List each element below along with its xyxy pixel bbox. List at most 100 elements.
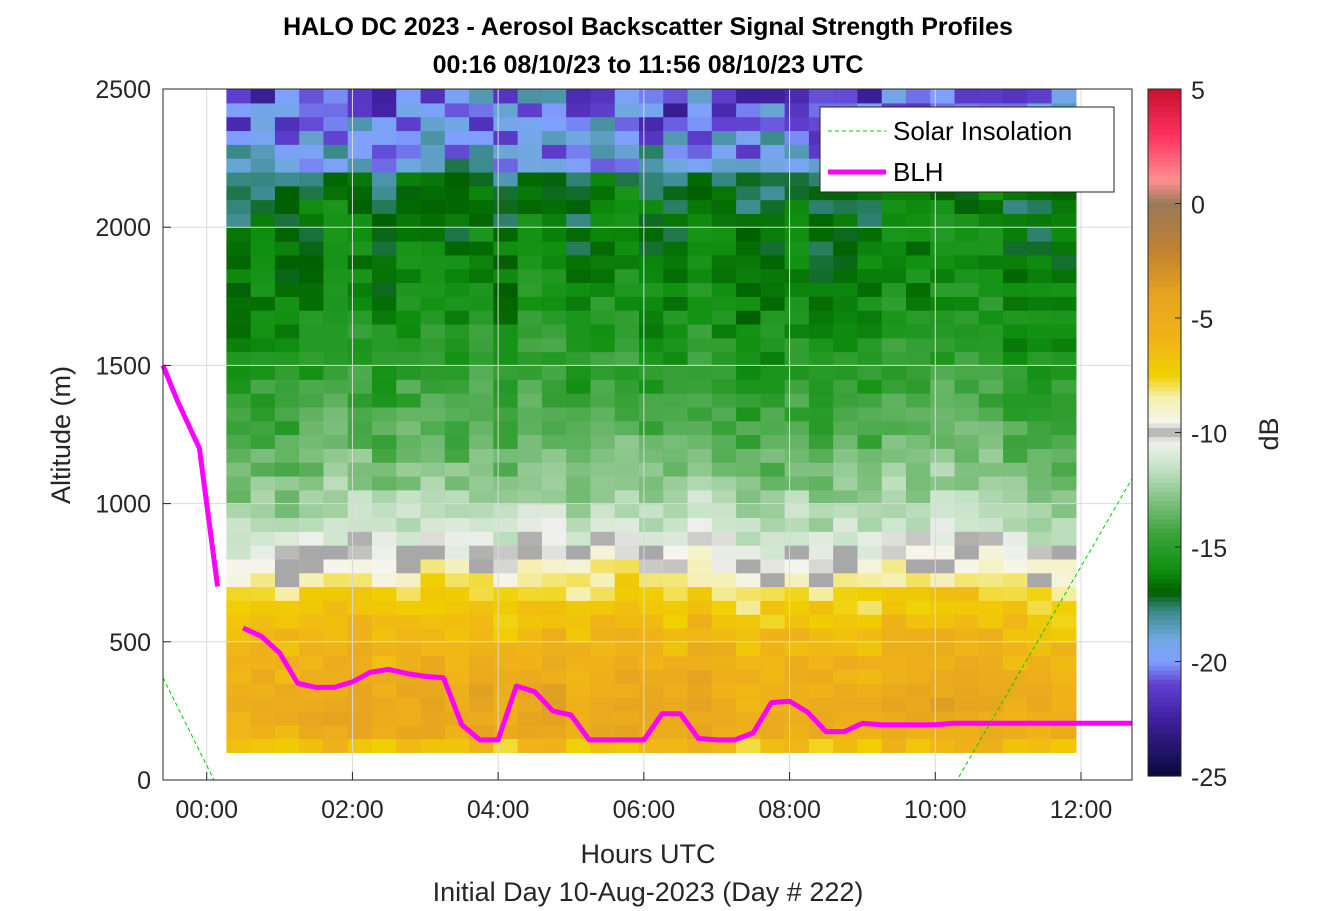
heatmap-cell xyxy=(784,475,810,491)
heatmap-cell xyxy=(517,600,543,615)
heatmap-cell xyxy=(274,627,300,643)
heatmap-cell xyxy=(493,296,519,311)
heatmap-cell xyxy=(590,241,616,256)
heatmap-cell xyxy=(299,393,325,408)
heatmap-cell xyxy=(857,89,883,104)
heatmap-cell xyxy=(663,296,689,311)
heatmap-cell xyxy=(978,697,1004,712)
heatmap-cell xyxy=(299,475,325,491)
heatmap-cell xyxy=(687,434,713,449)
heatmap-cell xyxy=(347,448,373,463)
heatmap-cell xyxy=(614,268,640,284)
heatmap-cell xyxy=(784,655,810,671)
heatmap-cell xyxy=(541,282,567,297)
heatmap-cell xyxy=(541,448,567,463)
heatmap-cell xyxy=(566,586,592,601)
colorbar-segment xyxy=(1148,643,1181,649)
heatmap-cell xyxy=(372,462,397,477)
heatmap-cell xyxy=(614,697,640,712)
heatmap-cell xyxy=(493,102,519,118)
heatmap-cell xyxy=(930,600,956,615)
heatmap-cell xyxy=(954,420,980,436)
heatmap-cell xyxy=(493,655,519,671)
heatmap-cell xyxy=(760,586,786,601)
heatmap-cell xyxy=(639,697,664,712)
heatmap-cell xyxy=(323,171,349,187)
colorbar-segment xyxy=(1148,418,1181,424)
heatmap-cell xyxy=(590,586,616,601)
heatmap-cell xyxy=(420,420,446,436)
heatmap-cell xyxy=(444,572,470,588)
heatmap-cell xyxy=(784,89,810,104)
colorbar-segment xyxy=(1148,547,1181,553)
heatmap-cell xyxy=(954,448,980,463)
colorbar-segment xyxy=(1148,501,1181,507)
heatmap-cell xyxy=(808,365,834,380)
heatmap-cell xyxy=(833,531,859,546)
heatmap-cell xyxy=(517,406,543,422)
heatmap-cell xyxy=(906,517,931,532)
heatmap-cell xyxy=(590,710,616,726)
colorbar-segment xyxy=(1148,459,1181,466)
heatmap-cell xyxy=(323,406,349,422)
heatmap-cell xyxy=(736,227,761,242)
heatmap-cell xyxy=(954,627,980,643)
heatmap-cell xyxy=(833,448,859,463)
heatmap-cell xyxy=(274,448,300,463)
heatmap-cell xyxy=(760,158,786,173)
heatmap-cell xyxy=(323,102,349,118)
heatmap-cell xyxy=(857,655,883,671)
heatmap-cell xyxy=(517,116,543,132)
heatmap-cell xyxy=(493,420,519,436)
heatmap-cell xyxy=(711,254,737,270)
heatmap-cell xyxy=(614,323,640,339)
heatmap-cell xyxy=(639,213,664,228)
colorbar-segment xyxy=(1148,208,1181,214)
heatmap-cell xyxy=(736,697,761,712)
heatmap-cell xyxy=(736,710,761,726)
heatmap-cell xyxy=(1051,365,1077,380)
heatmap-cell xyxy=(614,296,640,311)
heatmap-cell xyxy=(808,489,834,505)
heatmap-cell xyxy=(299,627,325,643)
colorbar-segment xyxy=(1148,107,1181,113)
heatmap-cell xyxy=(833,738,859,753)
heatmap-cell xyxy=(663,462,689,477)
heatmap-cell xyxy=(420,683,446,698)
heatmap-cell xyxy=(347,323,373,339)
heatmap-cell xyxy=(1051,323,1077,339)
heatmap-cell xyxy=(930,545,956,560)
heatmap-cell xyxy=(1003,697,1028,712)
heatmap-cell xyxy=(566,572,592,588)
colorbar-segment xyxy=(1148,226,1181,232)
heatmap-cell xyxy=(226,296,252,311)
colorbar-segment xyxy=(1148,258,1181,264)
heatmap-cell xyxy=(687,379,713,394)
heatmap-cell xyxy=(1051,254,1077,270)
colorbar-segment xyxy=(1148,771,1181,777)
heatmap-cell xyxy=(760,144,786,159)
heatmap-cell xyxy=(299,614,325,629)
heatmap-cell xyxy=(954,462,980,477)
heatmap-cell xyxy=(566,89,592,104)
heatmap-cell xyxy=(420,130,446,145)
heatmap-cell xyxy=(881,199,907,214)
heatmap-cell xyxy=(396,475,422,491)
heatmap-cell xyxy=(396,89,422,104)
heatmap-cell xyxy=(711,213,737,228)
heatmap-cell xyxy=(954,600,980,615)
heatmap-cell xyxy=(808,89,834,104)
heatmap-cell xyxy=(833,323,859,339)
heatmap-cell xyxy=(590,683,616,698)
heatmap-cell xyxy=(226,130,252,145)
heatmap-cell xyxy=(226,89,252,104)
heatmap-cell xyxy=(881,379,907,394)
heatmap-cell xyxy=(299,558,325,574)
heatmap-cell xyxy=(226,641,252,657)
colorbar-segment xyxy=(1148,372,1181,379)
heatmap-cell xyxy=(736,420,761,436)
heatmap-cell xyxy=(541,420,567,436)
heatmap-cell xyxy=(808,572,834,588)
heatmap-cell xyxy=(250,158,276,173)
heatmap-cell xyxy=(639,655,664,671)
